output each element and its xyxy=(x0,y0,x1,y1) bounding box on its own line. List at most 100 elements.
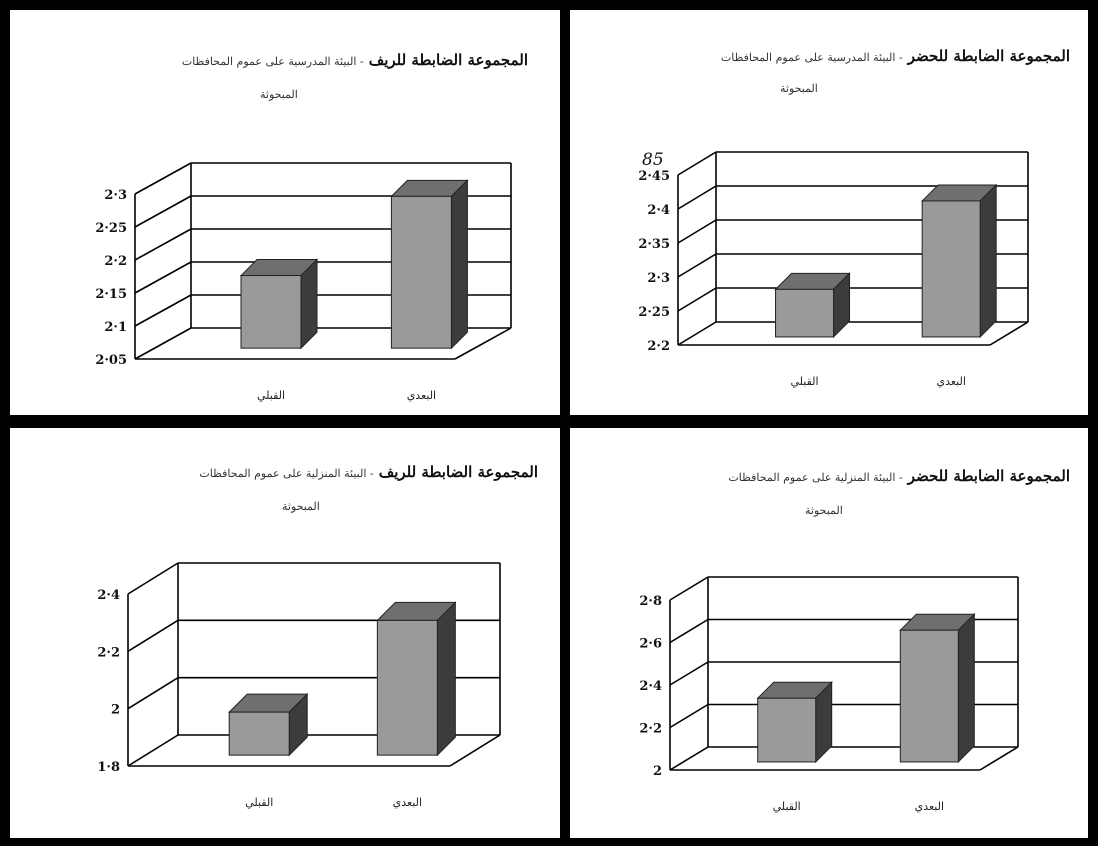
y-tick-label: 2·05 xyxy=(95,353,127,368)
gridline-diagonal xyxy=(134,261,192,294)
gridline-diagonal xyxy=(677,253,717,278)
handwritten-annotation: 85 xyxy=(642,150,664,170)
chart-subtitle-2: المبحوثة xyxy=(805,504,843,517)
gridline-diagonal xyxy=(134,228,192,261)
bar-front-face xyxy=(240,275,302,349)
bar-side-face xyxy=(979,183,997,339)
gridline-diagonal xyxy=(677,287,717,312)
bar-side-face xyxy=(957,612,975,764)
gridline-diagonal xyxy=(669,746,709,771)
chart-title-row: المجموعة الضابطة للحضر - البيئة المدرسية… xyxy=(721,46,1070,65)
gridline-diagonal xyxy=(669,703,709,729)
bar-chart-svg: 2·2 2·25 2·3 2·35 2·4 2·45 القبلي البعدي 85 xyxy=(638,150,1029,388)
chart-panel-rural-school: المجموعة الضابطة للريف - البيئة المدرسية… xyxy=(10,10,560,415)
gridline-diagonal xyxy=(127,562,179,595)
y-tick-label: 2·3 xyxy=(104,188,127,203)
chart-subtitle: - البيئة المنزلية على عموم المحافظات xyxy=(728,471,903,484)
y-tick-label: 2·4 xyxy=(639,679,662,694)
chart-panel-urban-school: المجموعة الضابطة للحضر - البيئة المدرسية… xyxy=(570,10,1088,415)
y-tick-label: 1·8 xyxy=(97,760,120,775)
chart-title: المجموعة الضابطة للريف xyxy=(368,51,528,69)
bar-front-face xyxy=(376,619,438,756)
chart-subtitle-2: المبحوثة xyxy=(260,88,298,101)
chart-title-row: المجموعة الضابطة للحضر - البيئة المنزلية… xyxy=(728,466,1070,485)
chart-title: المجموعة الضابطة للحضر xyxy=(907,467,1070,485)
chart-title-row: المجموعة الضابطة للريف - البيئة المدرسية… xyxy=(182,50,528,69)
chart-title-row: المجموعة الضابطة للريف - البيئة المنزلية… xyxy=(199,462,538,481)
gridline-diagonal xyxy=(134,195,192,228)
bar-front-face xyxy=(899,629,959,763)
y-tick-label: 2·2 xyxy=(647,339,670,354)
x-category-label: البعدي xyxy=(915,800,944,813)
y-tick-label: 2·45 xyxy=(638,169,670,184)
bar-pre xyxy=(774,272,851,339)
x-category-label: البعدي xyxy=(936,375,965,388)
bar-pre xyxy=(239,258,319,350)
bar-post xyxy=(899,612,976,764)
floor-right-edge xyxy=(454,327,512,360)
gridline-diagonal xyxy=(134,162,192,195)
gridline-diagonal xyxy=(669,661,709,686)
gridline-diagonal xyxy=(134,327,192,360)
y-tick-label: 2·25 xyxy=(638,305,670,320)
y-tick-label: 2 xyxy=(653,764,662,779)
floor-right-edge xyxy=(989,321,1029,346)
bar-pre xyxy=(756,680,833,764)
bar-front-face xyxy=(757,697,817,763)
gridline-diagonal xyxy=(677,151,717,176)
y-tick-label: 2·25 xyxy=(95,221,127,236)
chart-panel-rural-home: المجموعة الضابطة للريف - البيئة المنزلية… xyxy=(10,428,560,838)
bar-chart-svg: 2·05 2·1 2·15 2·2 2·25 2·3 القبلي البعدي xyxy=(95,162,512,402)
y-tick-label: 2·4 xyxy=(647,203,670,218)
gridline-diagonal xyxy=(669,618,709,644)
chart-title: المجموعة الضابطة للريف xyxy=(378,463,538,481)
gridline-diagonal xyxy=(677,321,717,346)
chart-panel-urban-home: المجموعة الضابطة للحضر - البيئة المنزلية… xyxy=(570,428,1088,838)
floor-right-edge xyxy=(979,746,1019,771)
x-category-label: القبلي xyxy=(790,375,818,388)
y-tick-label: 2·2 xyxy=(104,254,127,269)
bar-chart-svg: 2 2·2 2·4 2·6 2·8 القبلي البعدي xyxy=(639,576,1019,813)
bar-front-face xyxy=(390,195,452,349)
x-category-label: البعدي xyxy=(407,389,436,402)
y-tick-label: 2·3 xyxy=(647,271,670,286)
bar-front-face xyxy=(921,200,981,338)
chart-subtitle: - البيئة المدرسية على عموم المحافظات xyxy=(181,55,364,68)
gridline-diagonal xyxy=(669,576,709,601)
bar-side-face xyxy=(300,258,318,350)
bar-side-face xyxy=(450,179,468,350)
chart-subtitle: - البيئة المدرسية على عموم المحافظات xyxy=(720,51,903,64)
gridline-diagonal xyxy=(127,734,179,767)
x-category-label: البعدي xyxy=(393,796,422,809)
gridline-diagonal xyxy=(677,219,717,244)
chart-title: المجموعة الضابطة للحضر xyxy=(907,47,1070,65)
floor-right-edge xyxy=(449,734,501,767)
x-category-label: القبلي xyxy=(257,389,285,402)
bar-chart-svg: 1·8 2 2·2 2·4 القبلي البعدي xyxy=(97,562,501,809)
gridline-diagonal xyxy=(134,294,192,327)
bar-front-face xyxy=(775,288,835,338)
y-tick-label: 2·2 xyxy=(97,645,120,660)
y-tick-label: 2 xyxy=(111,703,120,718)
chart-subtitle-2: المبحوثة xyxy=(780,82,818,95)
bar-post xyxy=(920,183,998,339)
y-tick-label: 2·35 xyxy=(638,237,670,252)
y-tick-label: 2·4 xyxy=(97,588,120,603)
bar-side-face xyxy=(436,601,456,757)
x-category-label: القبلي xyxy=(773,800,801,813)
chart-subtitle: - البيئة المنزلية على عموم المحافظات xyxy=(199,467,374,480)
y-tick-label: 2·1 xyxy=(104,320,127,335)
gridline-diagonal xyxy=(677,185,717,210)
bar-post xyxy=(390,179,469,350)
bar-front-face xyxy=(228,711,290,756)
bar-pre xyxy=(228,692,309,757)
y-tick-label: 2·2 xyxy=(639,722,662,737)
gridline-diagonal xyxy=(127,619,179,653)
bar-post xyxy=(376,601,457,757)
gridline-diagonal xyxy=(127,676,179,710)
y-tick-label: 2·6 xyxy=(639,637,662,652)
y-tick-label: 2·15 xyxy=(95,287,127,302)
chart-subtitle-2: المبحوثة xyxy=(282,500,320,513)
y-tick-label: 2·8 xyxy=(639,594,662,609)
